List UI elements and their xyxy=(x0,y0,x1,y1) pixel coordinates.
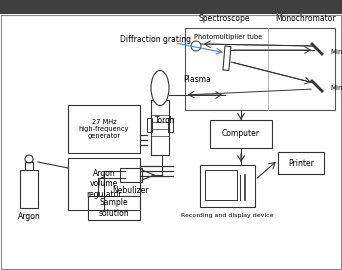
Text: Photomultiplier tube: Photomultiplier tube xyxy=(194,34,262,40)
Bar xyxy=(168,118,173,132)
Bar xyxy=(210,120,272,148)
Bar xyxy=(200,165,255,207)
Text: Plasma: Plasma xyxy=(183,76,211,85)
Bar xyxy=(20,170,38,208)
Text: Diffraction grating: Diffraction grating xyxy=(119,35,190,45)
Text: Argon: Argon xyxy=(18,212,40,221)
Text: Argon
volume
regulator: Argon volume regulator xyxy=(86,169,122,199)
Bar xyxy=(278,152,324,174)
Bar xyxy=(151,100,169,155)
Text: Spectroscope: Spectroscope xyxy=(198,14,250,23)
Bar xyxy=(223,46,231,70)
Bar xyxy=(68,105,140,153)
Text: Sample
solution: Sample solution xyxy=(99,198,129,218)
Bar xyxy=(0,0,342,14)
Text: Recording and display device: Recording and display device xyxy=(181,213,273,218)
Bar xyxy=(120,168,142,182)
Text: 27 MHz
high-frequency
generator: 27 MHz high-frequency generator xyxy=(79,119,129,139)
Text: Monochromator: Monochromator xyxy=(276,14,336,23)
Bar xyxy=(185,28,335,110)
Bar xyxy=(205,170,237,200)
Text: Mirror: Mirror xyxy=(330,49,342,55)
Text: Mirror: Mirror xyxy=(330,85,342,91)
Text: Computer: Computer xyxy=(222,130,260,139)
Text: Nebulizer: Nebulizer xyxy=(113,186,149,195)
Bar xyxy=(25,162,33,171)
Text: [Fig.2] Example of ICP emission analysis system: [Fig.2] Example of ICP emission analysis… xyxy=(5,2,250,12)
Bar xyxy=(88,196,140,220)
Text: Printer: Printer xyxy=(288,158,314,167)
Bar xyxy=(68,158,140,210)
Ellipse shape xyxy=(151,70,169,106)
Bar xyxy=(147,118,152,132)
Text: Torch: Torch xyxy=(155,116,175,125)
